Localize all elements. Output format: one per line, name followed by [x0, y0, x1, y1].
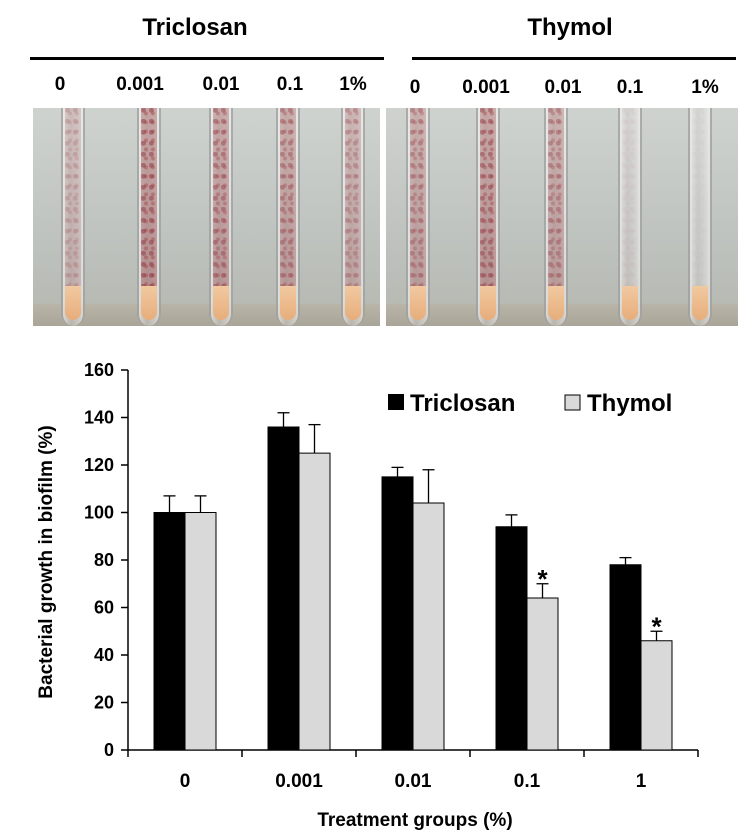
bar-triclosan-0	[153, 512, 186, 751]
legend-label-triclosan: Triclosan	[410, 390, 515, 417]
significance-marker: *	[537, 564, 548, 594]
y-tick-label: 40	[94, 645, 114, 665]
x-tick-label: 1	[636, 771, 647, 792]
legend-swatch-thymol	[564, 394, 581, 411]
test-tube	[688, 108, 712, 326]
x-tick-label: 0.1	[514, 771, 541, 792]
group-rule-thymol	[412, 57, 736, 60]
y-tick-label: 100	[84, 503, 114, 523]
bar-thymol-2	[412, 502, 445, 751]
bar-triclosan-3	[495, 526, 528, 751]
y-tick-label: 140	[84, 408, 114, 428]
x-tick-label: 0.001	[275, 771, 323, 792]
conc-label: 1%	[339, 74, 367, 95]
bar-triclosan-4	[609, 564, 642, 751]
test-tube	[276, 108, 300, 326]
photo-shelf	[33, 304, 380, 326]
photo-thymol-tubes	[386, 108, 738, 326]
test-tube	[618, 108, 642, 326]
group-rule-triclosan	[30, 57, 384, 60]
bar-triclosan-2	[381, 476, 414, 751]
y-tick-label: 80	[94, 550, 114, 570]
bar-thymol-0	[184, 512, 217, 751]
test-tube	[406, 108, 430, 326]
bar-thymol-4	[640, 640, 673, 751]
test-tube	[341, 108, 365, 326]
bar-thymol-3	[526, 597, 559, 751]
test-tube	[61, 108, 85, 326]
bar-triclosan-1	[267, 426, 300, 751]
test-tube	[544, 108, 568, 326]
conc-label: 0.1	[276, 74, 304, 95]
group-title-triclosan: Triclosan	[142, 14, 248, 41]
conc-label: 0.001	[116, 74, 164, 95]
legend-label-thymol: Thymol	[587, 390, 672, 417]
group-title-thymol: Thymol	[527, 14, 613, 41]
conc-label: 0.1	[616, 77, 644, 98]
test-tube	[476, 108, 500, 326]
test-tube	[209, 108, 233, 326]
test-tube	[137, 108, 161, 326]
conc-label: 0.01	[202, 74, 240, 95]
bar-chart: 0 20 40 60 80 100 120 140 160 0 0.001 0.01 0.1 1 * * B…	[36, 360, 699, 831]
bar-thymol-1	[298, 452, 331, 751]
photo-triclosan-tubes	[33, 108, 380, 326]
y-tick-label: 60	[94, 598, 114, 618]
significance-marker: *	[651, 611, 662, 641]
y-tick-label: 160	[84, 360, 114, 380]
x-axis-label: Treatment groups (%)	[317, 810, 512, 831]
y-tick-label: 120	[84, 455, 114, 475]
legend: Triclosan Thymol	[388, 390, 672, 417]
x-tick-label: 0.01	[395, 771, 432, 792]
conc-label: 0.01	[544, 77, 582, 98]
conc-label: 1%	[691, 77, 719, 98]
y-tick-label: 0	[104, 740, 114, 760]
conc-label: 0	[409, 77, 421, 98]
legend-swatch-triclosan	[388, 394, 404, 410]
conc-label: 0.001	[462, 77, 510, 98]
y-tick-label: 20	[94, 693, 114, 713]
conc-label: 0	[54, 74, 66, 95]
y-axis-label: Bacterial growth in biofilm (%)	[36, 425, 57, 698]
x-tick-label: 0	[180, 771, 191, 792]
